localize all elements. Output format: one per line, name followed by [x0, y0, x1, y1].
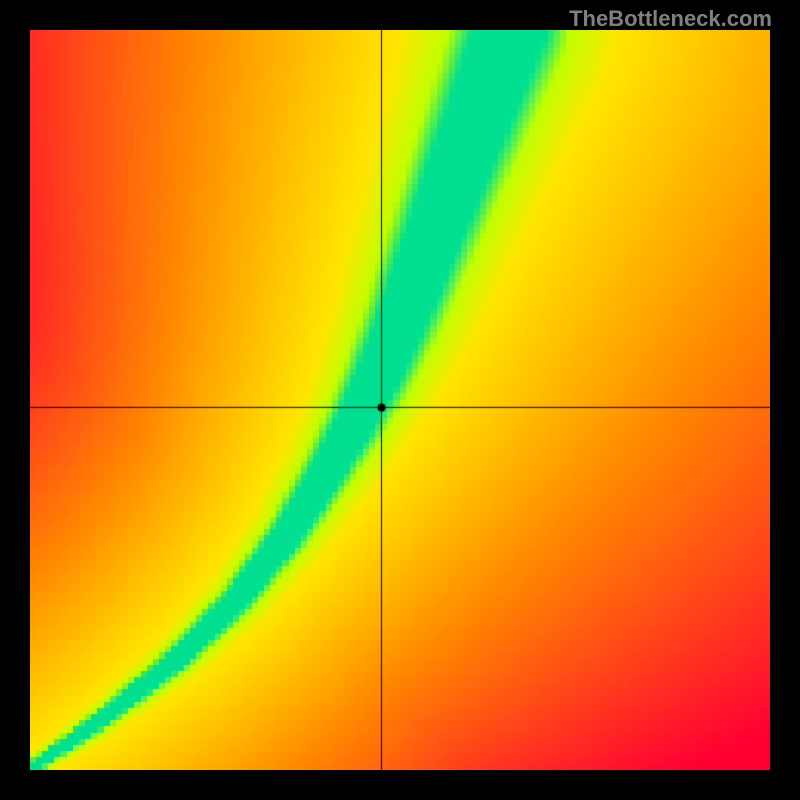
heatmap-plot — [30, 30, 770, 770]
chart-container: TheBottleneck.com — [0, 0, 800, 800]
heatmap-canvas — [30, 30, 770, 770]
watermark-text: TheBottleneck.com — [569, 6, 772, 32]
